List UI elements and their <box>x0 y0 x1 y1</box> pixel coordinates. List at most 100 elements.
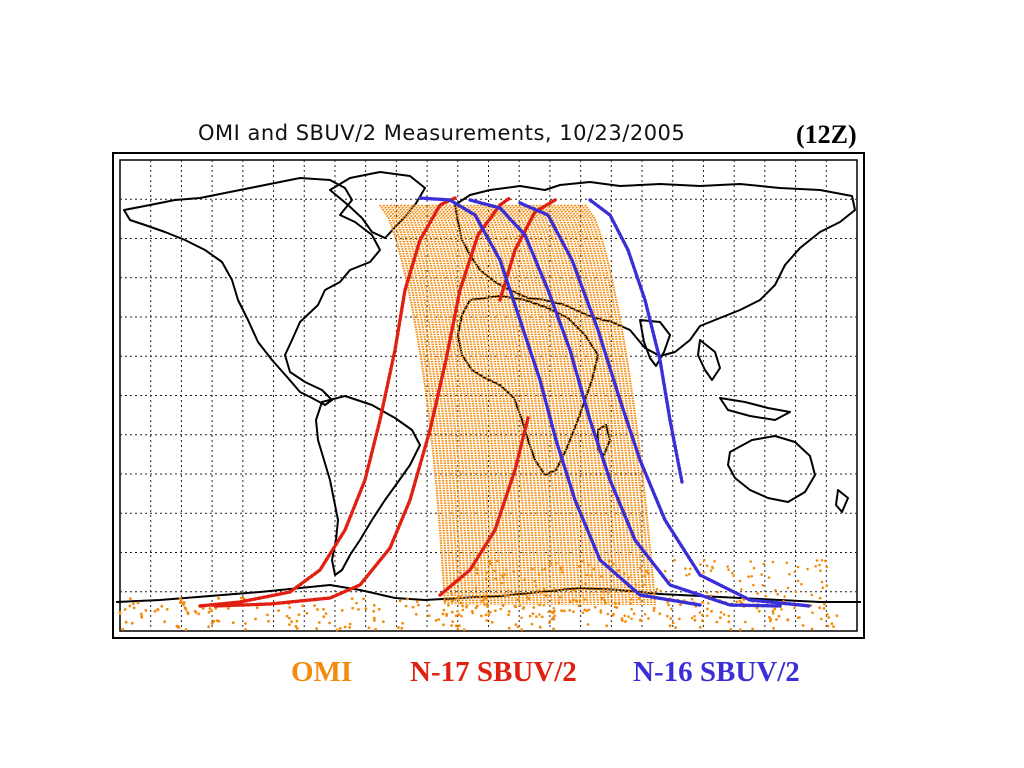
omi-tail-point <box>460 614 463 618</box>
omi-tail-point <box>602 591 605 594</box>
omi-tail-point <box>815 559 819 562</box>
omi-tail-point <box>764 594 767 598</box>
omi-polar-point <box>132 602 135 606</box>
omi-tail-point <box>685 574 688 577</box>
omi-orbit-line <box>524 204 596 606</box>
omi-polar-point <box>769 617 773 621</box>
omi-polar-point <box>316 608 319 611</box>
omi-tail-point <box>632 612 636 615</box>
omi-polar-point <box>652 606 656 610</box>
omi-tail-point <box>793 606 796 610</box>
n16-orbit-2 <box>468 198 782 608</box>
legend-n16-sbuv2: N-16 SBUV/2 <box>633 656 800 688</box>
omi-tail-point <box>711 565 714 569</box>
omi-polar-point <box>442 608 446 612</box>
omi-polar-point <box>372 616 376 620</box>
chart-title: OMI and SBUV/2 Measurements, 10/23/2005 <box>198 121 686 145</box>
omi-polar-point <box>156 607 160 611</box>
omi-orbit-line <box>410 204 479 606</box>
omi-polar-point <box>698 625 702 629</box>
omi-orbit-line <box>521 204 592 606</box>
omi-polar-point <box>729 628 733 631</box>
omi-tail-point <box>552 607 556 610</box>
time-tag: (12Z) <box>796 120 857 149</box>
omi-polar-point <box>835 614 839 618</box>
omi-polar-point <box>771 609 775 613</box>
omi-tail-point <box>630 617 633 621</box>
omi-tail-point <box>760 573 763 576</box>
omi-polar-point <box>160 604 164 608</box>
omi-tail-point <box>709 594 713 597</box>
omi-orbit-line <box>469 204 539 606</box>
omi-tail-point <box>471 611 475 615</box>
omi-tail-point <box>652 609 656 612</box>
n17-orbit-3a <box>438 416 530 597</box>
omi-polar-point <box>693 618 697 622</box>
omi-polar-point <box>738 628 742 632</box>
omi-orbit-line <box>535 204 607 606</box>
omi-polar-point <box>786 618 790 622</box>
omi-tail-point <box>623 614 626 617</box>
omi-tail-point <box>780 608 783 611</box>
omi-polar-point <box>603 599 606 602</box>
omi-polar-point <box>209 609 213 612</box>
omi-tail-point <box>485 571 489 574</box>
omi-polar-point <box>637 597 641 600</box>
omi-orbit-line <box>438 204 507 606</box>
omi-polar-point <box>364 607 368 611</box>
omi-polar-point <box>563 609 566 613</box>
omi-tail-point <box>673 558 676 562</box>
omi-orbit-line <box>559 204 632 606</box>
omi-orbit-line <box>389 204 457 606</box>
omi-polar-point <box>212 619 216 623</box>
omi-polar-point <box>751 627 754 631</box>
omi-tail-point <box>705 564 709 567</box>
omi-tail-point <box>475 568 479 571</box>
omi-tail-point <box>707 602 710 605</box>
omi-orbit-line <box>406 204 475 606</box>
omi-tail-point <box>555 561 558 565</box>
omi-polar-point <box>197 612 201 616</box>
omi-tail-point <box>776 592 779 596</box>
omi-tail-point <box>756 592 759 595</box>
omi-tail-point <box>587 608 591 612</box>
omi-tail-point <box>487 611 490 614</box>
omi-tail-point <box>523 578 526 582</box>
omi-tail-point <box>749 560 753 563</box>
omi-orbit-line <box>511 204 582 606</box>
omi-polar-point <box>184 628 188 632</box>
omi-tail-point <box>693 615 696 618</box>
omi-orbit-line <box>403 204 471 606</box>
omi-tail-point <box>607 591 610 594</box>
omi-polar-point <box>374 627 377 631</box>
omi-polar-point <box>484 613 488 617</box>
omi-polar-point <box>266 613 269 617</box>
omi-polar-point <box>372 609 376 613</box>
omi-polar-point <box>243 622 247 625</box>
omi-orbit-line <box>417 204 486 606</box>
omi-tail-point <box>740 588 743 591</box>
omi-orbit-line <box>518 204 589 606</box>
omi-orbit-line <box>472 204 543 606</box>
omi-polar-point <box>214 607 218 610</box>
omi-polar-point <box>575 599 578 603</box>
omi-tail-point <box>703 558 706 562</box>
omi-tail-point <box>549 562 552 565</box>
omi-orbit-line <box>424 204 493 606</box>
omi-polar-point <box>624 620 627 623</box>
omi-tail-point <box>752 566 756 570</box>
omi-polar-point <box>362 597 365 601</box>
omi-orbit-line <box>462 204 532 606</box>
omi-tail-point <box>542 604 546 607</box>
omi-polar-point <box>532 606 536 609</box>
omi-polar-point <box>818 606 821 610</box>
omi-polar-point <box>163 620 167 624</box>
omi-polar-point <box>620 619 624 622</box>
omi-tail-point <box>484 594 488 597</box>
omi-tail-point <box>590 574 593 577</box>
omi-polar-point <box>531 612 535 615</box>
omi-polar-point <box>823 602 826 606</box>
omi-orbit-line <box>479 204 550 606</box>
